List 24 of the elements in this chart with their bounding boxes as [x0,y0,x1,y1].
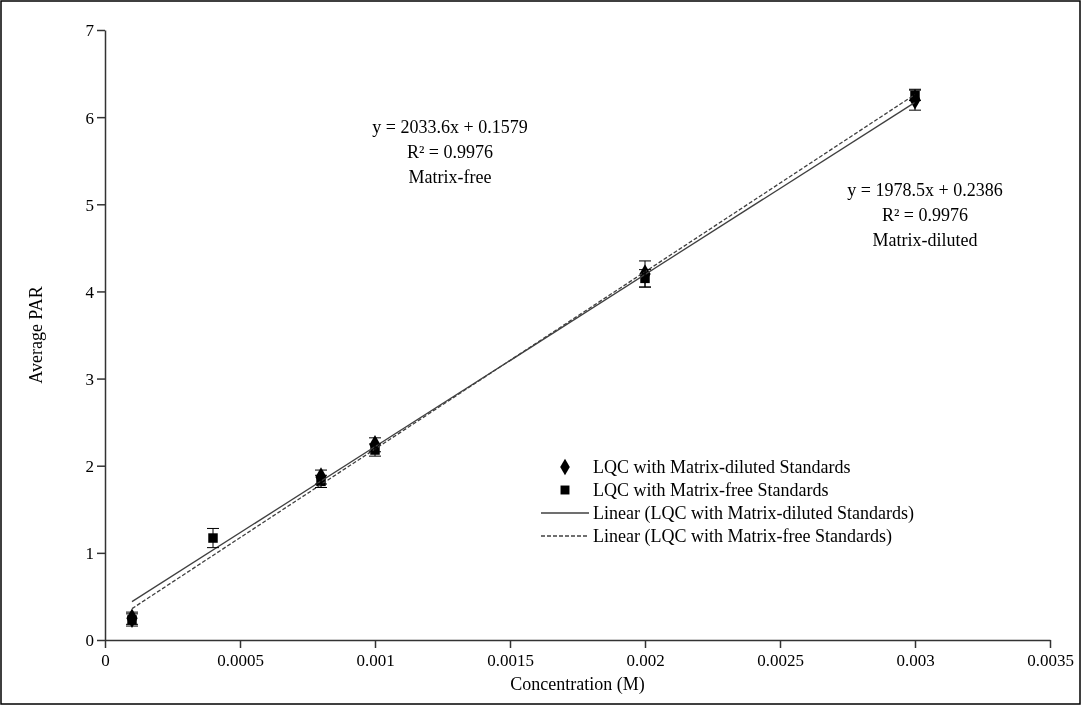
x-tick-label: 0 [101,651,110,671]
y-axis-title: Average PAR [26,286,46,384]
y-tick-label: 2 [85,457,94,477]
x-tick-label: 0.0015 [487,651,534,671]
x-tick-label: 0.003 [896,651,935,671]
x-tick-label: 0.002 [626,651,665,671]
y-tick-label: 5 [85,195,94,215]
annotation: y = 2033.6x + 0.1579 R² = 0.9976 Matrix-free [372,117,528,187]
legend-label: LQC with Matrix-diluted Standards [593,457,851,478]
y-tick-label: 4 [85,282,95,302]
y-tick-label: 3 [85,370,94,390]
legend-label: Linear (LQC with Matrix-diluted Standards) [593,503,914,525]
x-tick-label: 0.0025 [757,651,804,671]
x-tick-label: 0.001 [356,651,395,671]
x-tick-label: 0.0005 [217,651,264,671]
legend-label: Linear (LQC with Matrix-free Standards) [593,526,892,548]
x-tick-label: 0.0035 [1027,651,1074,671]
annotation: y = 1978.5x + 0.2386 R² = 0.9976 Matrix-diluted [847,180,1003,250]
legend-label: LQC with Matrix-free Standards [593,480,829,501]
y-tick-label: 0 [85,631,94,651]
y-tick-label: 1 [85,544,94,564]
y-tick-label: 6 [85,108,94,128]
y-tick-label: 7 [85,21,95,41]
x-axis-title: Concentration (M) [510,674,645,695]
